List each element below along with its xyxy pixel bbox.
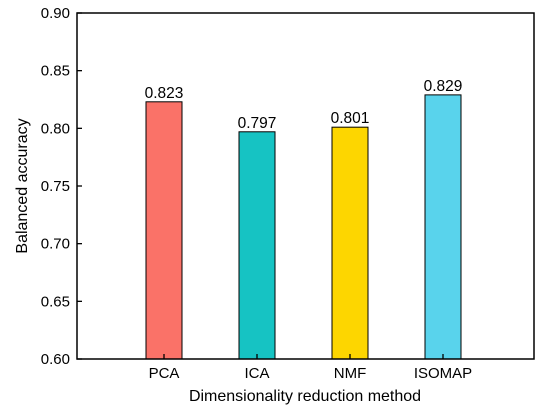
x-tick-label: NMF (334, 365, 367, 382)
x-tick-label: PCA (149, 365, 180, 382)
y-tick-label: 0.80 (41, 120, 70, 137)
x-tick-label: ISOMAP (414, 365, 472, 382)
y-tick-label: 0.90 (41, 5, 70, 22)
y-axis-label: Balanced accuracy (14, 118, 31, 253)
bar-pca (145, 101, 183, 360)
bar-isomap (424, 94, 462, 360)
y-axis-ticks: 0.60 0.65 0.70 0.75 0.80 0.85 0.90 (41, 5, 82, 368)
y-tick-label: 0.65 (41, 293, 70, 310)
x-axis-label: Dimensionality reduction method (189, 388, 421, 405)
y-tick-label: 0.85 (41, 63, 70, 80)
bar-value-label: 0.823 (145, 85, 184, 102)
bar-ica (238, 131, 276, 360)
y-tick-label: 0.60 (41, 351, 70, 368)
chart-marks: 0.823 0.797 0.801 0.829 (145, 78, 463, 360)
y-tick-label: 0.75 (41, 178, 70, 195)
x-axis-ticks: PCA ICA NMF ISOMAP (149, 354, 472, 382)
y-tick-label: 0.70 (41, 236, 70, 253)
bar-value-label: 0.829 (424, 78, 463, 95)
bar-value-label: 0.801 (331, 110, 370, 127)
x-tick-label: ICA (244, 365, 269, 382)
bar-nmf (331, 126, 369, 360)
bar-value-label: 0.797 (238, 115, 277, 132)
